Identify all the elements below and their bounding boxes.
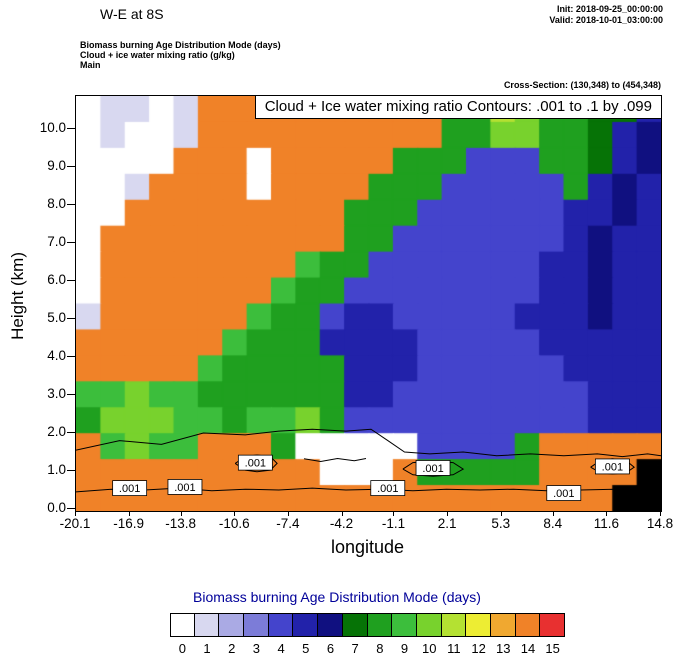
y-tick-mark <box>67 280 75 281</box>
colorbar-value: 0 <box>178 641 186 656</box>
x-tick-mark <box>128 511 130 516</box>
x-tick-mark <box>180 511 182 516</box>
colorbar-numbers: 0 1 2 3 4 5 6 7 8 9 10 11 12 13 14 15 <box>170 641 565 656</box>
colorbar-value: 7 <box>351 641 359 656</box>
colorbar-value: 12 <box>471 641 486 656</box>
plot-area: .001.001.001.001.001.001.001 Cloud + Ice… <box>75 95 662 512</box>
colorbar-cell <box>268 613 294 637</box>
x-tick-label: -7.4 <box>276 516 300 531</box>
colorbar-cell <box>219 613 245 637</box>
x-tick-mark <box>393 511 395 516</box>
field-descriptions: Biomass burning Age Distribution Mode (d… <box>80 40 281 70</box>
y-tick-label: 0.0 <box>47 500 66 515</box>
colorbar-cell <box>441 613 467 637</box>
colorbar-value: 3 <box>252 641 261 656</box>
colorbar-cell <box>466 613 491 637</box>
colorbar-cell <box>490 613 516 637</box>
x-tick-mark <box>75 511 76 516</box>
colorbar-cell <box>318 613 343 637</box>
x-tick-label: 5.3 <box>491 516 511 531</box>
y-tick-label: 6.0 <box>47 272 66 287</box>
colorbar-cell <box>367 613 393 637</box>
legend-title: Biomass burning Age Distribution Mode (d… <box>193 589 481 605</box>
colorbar-value: 4 <box>277 641 285 656</box>
y-tick-label: 3.0 <box>47 386 66 401</box>
y-tick-mark <box>67 508 75 509</box>
colorbar-cell <box>170 613 195 637</box>
x-tick-label: 8.4 <box>543 516 563 531</box>
y-tick-label: 4.0 <box>47 348 66 363</box>
colorbar-value: 11 <box>447 641 461 656</box>
page-title: W-E at 8S <box>100 6 164 22</box>
x-tick-label: 2.1 <box>437 516 457 531</box>
colorbar-value: 2 <box>228 641 236 656</box>
y-tick-label: 5.0 <box>47 310 66 325</box>
colorbar-cell <box>416 613 442 637</box>
x-tick-mark <box>341 511 343 516</box>
contour-info-text: Cloud + Ice water mixing ratio Contours:… <box>264 98 652 115</box>
colorbar-cell <box>342 613 368 637</box>
contour-info-box: Cloud + Ice water mixing ratio Contours:… <box>254 95 662 119</box>
x-tick-label: -4.2 <box>329 516 354 531</box>
colorbar-value: 1 <box>203 641 211 656</box>
y-tick-label: 7.0 <box>47 234 66 249</box>
colorbar-cell <box>244 613 269 637</box>
x-tick-mark <box>500 511 502 516</box>
y-tick-mark <box>67 432 75 433</box>
field-line-domain: Main <box>80 60 101 70</box>
y-tick-mark <box>67 470 75 471</box>
colorbar-value: 13 <box>496 641 511 656</box>
init-time: Init: 2018-09-25_00:00:00 <box>556 4 663 14</box>
x-tick-label: -13.8 <box>165 516 196 531</box>
y-tick-mark <box>67 318 75 319</box>
x-tick-mark <box>234 511 236 516</box>
colorbar <box>170 613 565 637</box>
y-axis-label: Height (km) <box>8 252 27 340</box>
colorbar-cell <box>515 613 541 637</box>
colorbar-value: 15 <box>545 641 560 656</box>
x-tick-label: 11.6 <box>593 516 619 531</box>
colorbar-cell <box>194 613 220 637</box>
y-tick-mark <box>67 242 75 243</box>
x-tick-label: -16.9 <box>113 516 145 531</box>
colorbar-cell <box>540 613 565 637</box>
y-tick-mark <box>67 204 75 205</box>
y-tick-label: 8.0 <box>47 196 66 211</box>
colorbar-cell <box>293 613 319 637</box>
x-tick-label: 14.8 <box>646 516 674 531</box>
x-tick-label: -20.1 <box>59 516 91 531</box>
field-line-age-mode: Biomass burning Age Distribution Mode (d… <box>80 40 281 50</box>
x-tick-mark <box>606 511 608 516</box>
x-tick-mark <box>552 511 554 516</box>
y-tick-mark <box>67 356 75 357</box>
colorbar-value: 5 <box>302 641 310 656</box>
colorbar-value: 9 <box>400 641 409 656</box>
x-tick-mark <box>447 511 449 516</box>
colorbar-value: 10 <box>421 641 437 656</box>
y-tick-label: 9.0 <box>47 158 66 173</box>
heatmap-canvas <box>76 96 661 511</box>
x-tick-label: -1.1 <box>381 516 406 531</box>
x-tick-label: -10.6 <box>218 516 250 531</box>
y-tick-label: 10.0 <box>39 120 66 135</box>
colorbar-value: 6 <box>326 641 335 656</box>
colorbar-value: 8 <box>376 641 384 656</box>
y-tick-mark <box>67 394 75 395</box>
y-tick-label: 2.0 <box>47 424 66 439</box>
x-axis-label: longitude <box>330 537 405 557</box>
cross-section-label: Cross-Section: (130,348) to (454,348) <box>503 80 661 90</box>
field-line-mixing-ratio: Cloud + ice water mixing ratio (g/kg) <box>80 50 235 60</box>
valid-time: Valid: 2018-10-01_03:00:00 <box>549 15 663 25</box>
x-tick-mark <box>287 511 289 516</box>
init-valid-block: Init: 2018-09-25_00:00:00 Valid: 2018-10… <box>549 4 663 26</box>
colorbar-cell <box>392 613 417 637</box>
y-tick-mark <box>67 128 75 129</box>
y-tick-label: 1.0 <box>47 462 66 477</box>
colorbar-value: 14 <box>520 641 536 656</box>
y-tick-mark <box>67 166 75 167</box>
x-tick-mark <box>660 511 661 516</box>
